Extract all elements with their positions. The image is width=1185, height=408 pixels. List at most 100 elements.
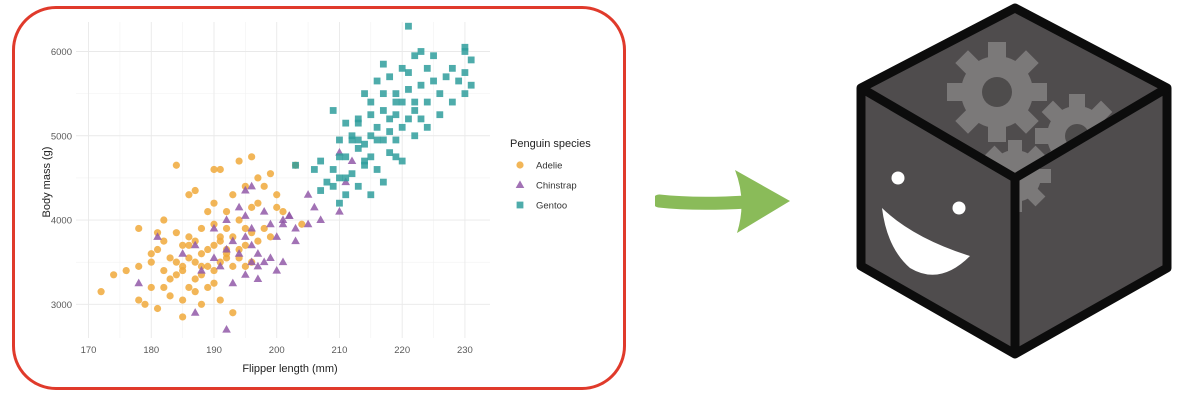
adelie-point [185, 254, 193, 262]
gentoo-point [361, 90, 368, 98]
arrow-head [735, 170, 790, 233]
gentoo-point [442, 73, 450, 81]
adelie-point [185, 283, 193, 292]
gentoo-point [367, 191, 375, 199]
gentoo-point [348, 136, 356, 144]
chinstrap-point [234, 249, 244, 257]
adelie-point [153, 245, 162, 254]
x-tick-label: 220 [394, 345, 410, 356]
adelie-point [210, 165, 218, 174]
adelie-point [135, 262, 143, 270]
gentoo-point [417, 115, 425, 123]
adelie-point [172, 258, 180, 266]
gentoo-point [373, 136, 381, 144]
gentoo-point [354, 182, 362, 190]
legend-key-gentoo [516, 201, 524, 209]
gentoo-point [398, 157, 406, 165]
gentoo-point [329, 182, 337, 190]
adelie-point [191, 275, 199, 283]
chinstrap-point [190, 308, 200, 316]
adelie-point [191, 186, 199, 195]
chinstrap-point [209, 253, 219, 261]
chinstrap-point [222, 324, 231, 333]
gentoo-point [392, 136, 400, 144]
adelie-point [191, 258, 199, 266]
chinstrap-point [335, 207, 344, 215]
gentoo-point [398, 98, 406, 106]
adelie-point [160, 266, 168, 275]
gentoo-point [361, 157, 368, 165]
gentoo-point [423, 98, 431, 106]
adelie-point [254, 237, 262, 245]
chinstrap-point [303, 219, 313, 228]
gentoo-point [336, 153, 343, 161]
adelie-point [153, 304, 162, 313]
gentoo-point [361, 140, 368, 148]
adelie-point [166, 275, 174, 283]
gentoo-point [405, 86, 412, 93]
adelie-point [179, 313, 187, 321]
adelie-point [210, 199, 218, 207]
adelie-point [216, 296, 224, 304]
adelie-point [147, 250, 155, 258]
gentoo-point [336, 199, 343, 207]
x-axis-label: Flipper length (mm) [242, 363, 337, 375]
adelie-point [254, 174, 262, 182]
adelie-point [210, 279, 218, 287]
chinstrap-point [316, 215, 325, 224]
adelie-point [185, 233, 193, 241]
gentoo-point [292, 161, 299, 169]
adelie-point [135, 224, 143, 233]
adelie-point [135, 296, 143, 304]
gentoo-point [461, 90, 469, 98]
chinstrap-point [247, 223, 256, 232]
chinstrap-point [228, 236, 238, 245]
gentoo-point [342, 119, 350, 127]
gentoo-point [461, 69, 469, 76]
y-axis-ticks: 3000 4000 5000 6000 [51, 47, 72, 311]
gentoo-point [405, 69, 412, 76]
gentoo-point [379, 60, 387, 68]
chart-frame [12, 6, 626, 390]
chinstrap-point [291, 236, 300, 245]
gentoo-point [361, 161, 368, 169]
chinstrap-point [228, 278, 238, 287]
cube-outline [856, 3, 1172, 359]
adelie-point [204, 283, 212, 292]
y-tick-label: 5000 [51, 131, 72, 142]
gentoo-point [367, 132, 375, 140]
adelie-point [210, 241, 218, 249]
gentoo-point [411, 132, 419, 140]
adelie-point [110, 271, 118, 279]
adelie-point [260, 224, 268, 233]
adelie-point [241, 224, 249, 233]
gentoo-point [342, 191, 350, 199]
y-axis-label: Body mass (g) [41, 147, 53, 218]
chinstrap-point [253, 274, 263, 283]
arrow-shaft [655, 194, 754, 210]
gentoo-point [417, 81, 425, 89]
scatter-chart: 3000 4000 5000 6000 170 180 190 200 210 220 230 F… [41, 22, 591, 375]
adelie-point [260, 182, 268, 190]
legend: Penguin species Adelie Chinstrap Gentoo [510, 138, 591, 212]
adelie-point [266, 170, 275, 178]
adelie-point [298, 220, 306, 228]
adelie-point [235, 157, 243, 165]
adelie-point [248, 153, 256, 161]
adelie-point [172, 271, 180, 279]
adelie-point [229, 309, 237, 317]
chinstrap-point [284, 211, 294, 219]
gentoo-point [392, 153, 400, 161]
adelie-point [216, 233, 224, 241]
gentoo-point [354, 136, 362, 144]
legend-key-chinstrap [515, 180, 525, 188]
adelie-point [147, 258, 155, 266]
chinstrap-point [209, 223, 219, 232]
y-tick-label: 6000 [51, 47, 72, 58]
adelie-point [222, 254, 231, 262]
gentoo-point [342, 174, 350, 182]
gentoo-point [354, 115, 362, 123]
gentoo-point [329, 107, 337, 114]
x-tick-label: 200 [269, 345, 285, 356]
adelie-point [222, 224, 231, 233]
